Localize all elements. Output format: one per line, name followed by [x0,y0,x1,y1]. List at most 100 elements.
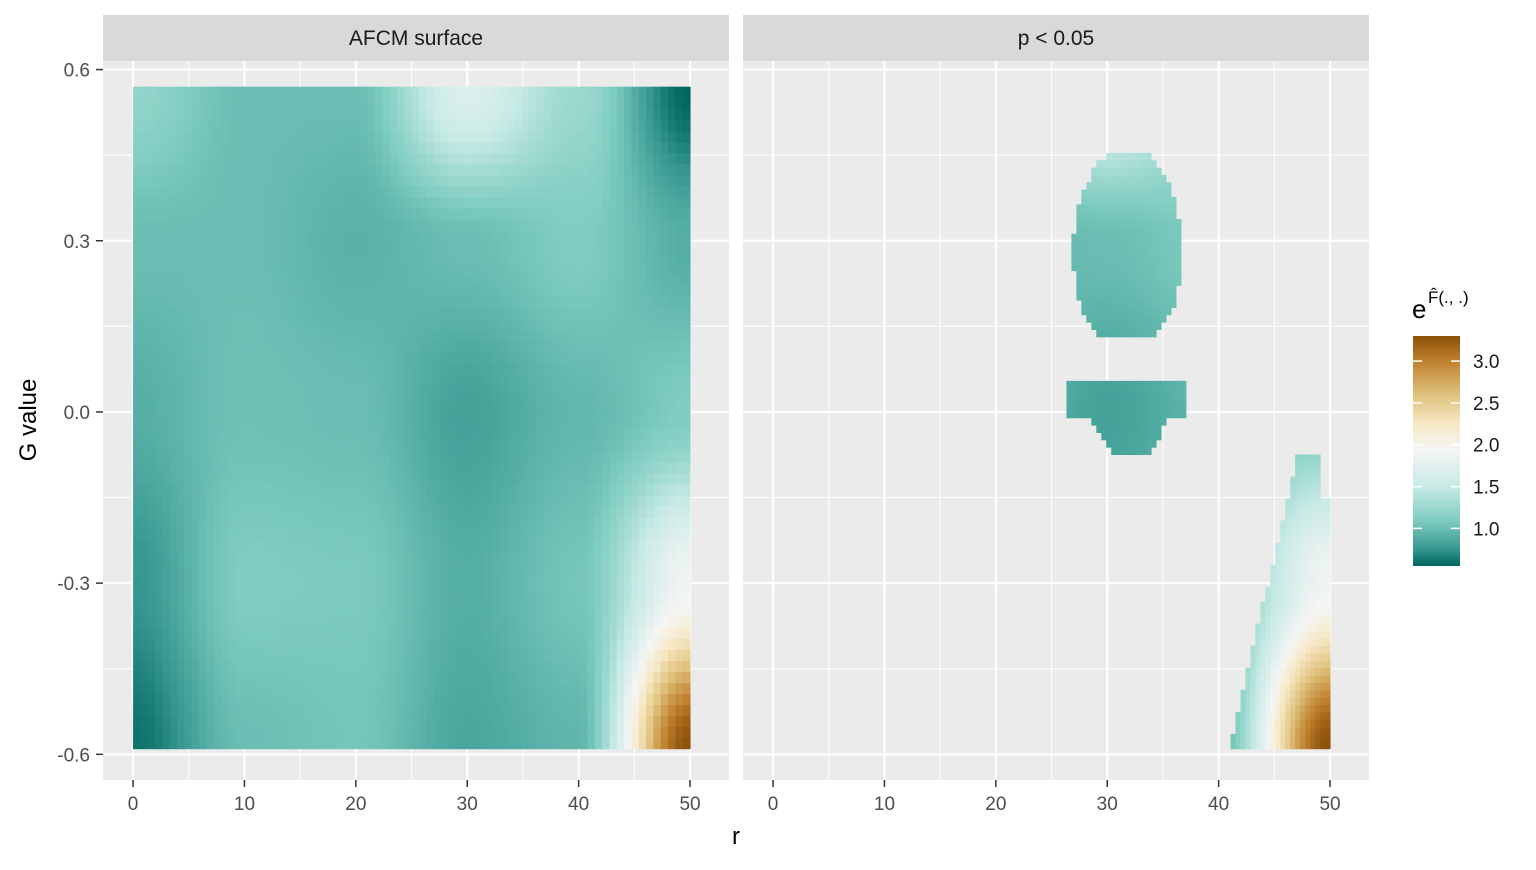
heat-cell [258,340,266,352]
heat-cell [162,649,170,661]
significant-cell [1285,587,1291,595]
heat-cell [587,219,595,231]
heat-cell [478,605,486,617]
heat-cell [646,418,654,430]
heat-cell [426,671,434,683]
heat-cell [250,362,258,374]
heat-cell [265,329,273,341]
heat-cell [536,385,544,397]
heat-cell [507,605,515,617]
heat-cell [661,407,669,419]
heat-cell [551,605,559,617]
heat-cell [390,716,398,728]
heat-cell [668,374,676,386]
heat-cell [221,230,229,242]
heat-cell [441,462,449,474]
heat-cell [521,418,529,430]
heat-cell [155,484,163,496]
heat-cell [236,418,244,430]
heat-cell [536,605,544,617]
significant-cell [1310,631,1316,639]
heat-cell [133,495,141,507]
heat-cell [294,583,302,595]
heat-cell [478,693,486,705]
heat-cell [478,241,486,253]
heat-cell [609,120,617,132]
heat-cell [265,539,273,551]
heat-cell [324,241,332,253]
heat-cell [206,385,214,397]
heat-cell [192,440,200,452]
heat-cell [397,583,405,595]
heat-cell [309,396,317,408]
heat-cell [375,318,383,330]
heat-cell [507,616,515,628]
heat-cell [184,429,192,441]
heat-cell [214,351,222,363]
heat-cell [521,627,529,639]
heat-cell [609,131,617,143]
heat-cell [206,274,214,286]
heat-cell [162,219,170,231]
heat-cell [324,131,332,143]
heat-cell [382,252,390,264]
heat-cell [646,385,654,397]
heat-cell [448,716,456,728]
significant-cell [1275,624,1281,632]
heat-cell [133,440,141,452]
heat-cell [206,550,214,562]
heat-cell [543,727,551,739]
heat-cell [478,407,486,419]
heat-cell [565,142,573,154]
heat-cell [683,98,691,110]
heat-cell [617,396,625,408]
heat-cell [148,638,156,650]
heat-cell [661,671,669,683]
heat-cell [456,252,464,264]
heat-cell [346,638,354,650]
significant-cell [1280,712,1286,720]
heat-cell [470,120,478,132]
heat-cell [214,219,222,231]
heat-cell [543,219,551,231]
heat-cell [382,120,390,132]
heat-cell [243,274,251,286]
heat-cell [206,539,214,551]
heat-cell [573,263,581,275]
heat-cell [624,418,632,430]
heat-cell [404,164,412,176]
heat-cell [390,440,398,452]
heat-cell [456,109,464,121]
heat-cell [419,561,427,573]
heat-cell [463,87,471,99]
heat-cell [287,704,295,716]
heat-cell [221,704,229,716]
heat-cell [536,230,544,242]
heat-cell [331,329,339,341]
heat-cell [272,329,280,341]
heat-cell [595,131,603,143]
heat-cell [536,197,544,209]
heat-cell [456,230,464,242]
heat-cell [499,605,507,617]
heat-cell [419,351,427,363]
heat-cell [434,131,442,143]
heat-cell [653,307,661,319]
heat-cell [184,484,192,496]
heat-cell [177,186,185,198]
heat-cell [441,484,449,496]
heat-cell [653,671,661,683]
heat-cell [543,418,551,430]
heat-cell [653,263,661,275]
significant-cell [1305,646,1311,654]
heat-cell [412,385,420,397]
heat-cell [683,429,691,441]
heat-cell [397,693,405,705]
heat-cell [536,517,544,529]
heat-cell [331,429,339,441]
significant-cell [1260,719,1266,727]
heat-cell [580,120,588,132]
heat-cell [639,704,647,716]
heat-cell [133,153,141,165]
heat-cell [499,671,507,683]
